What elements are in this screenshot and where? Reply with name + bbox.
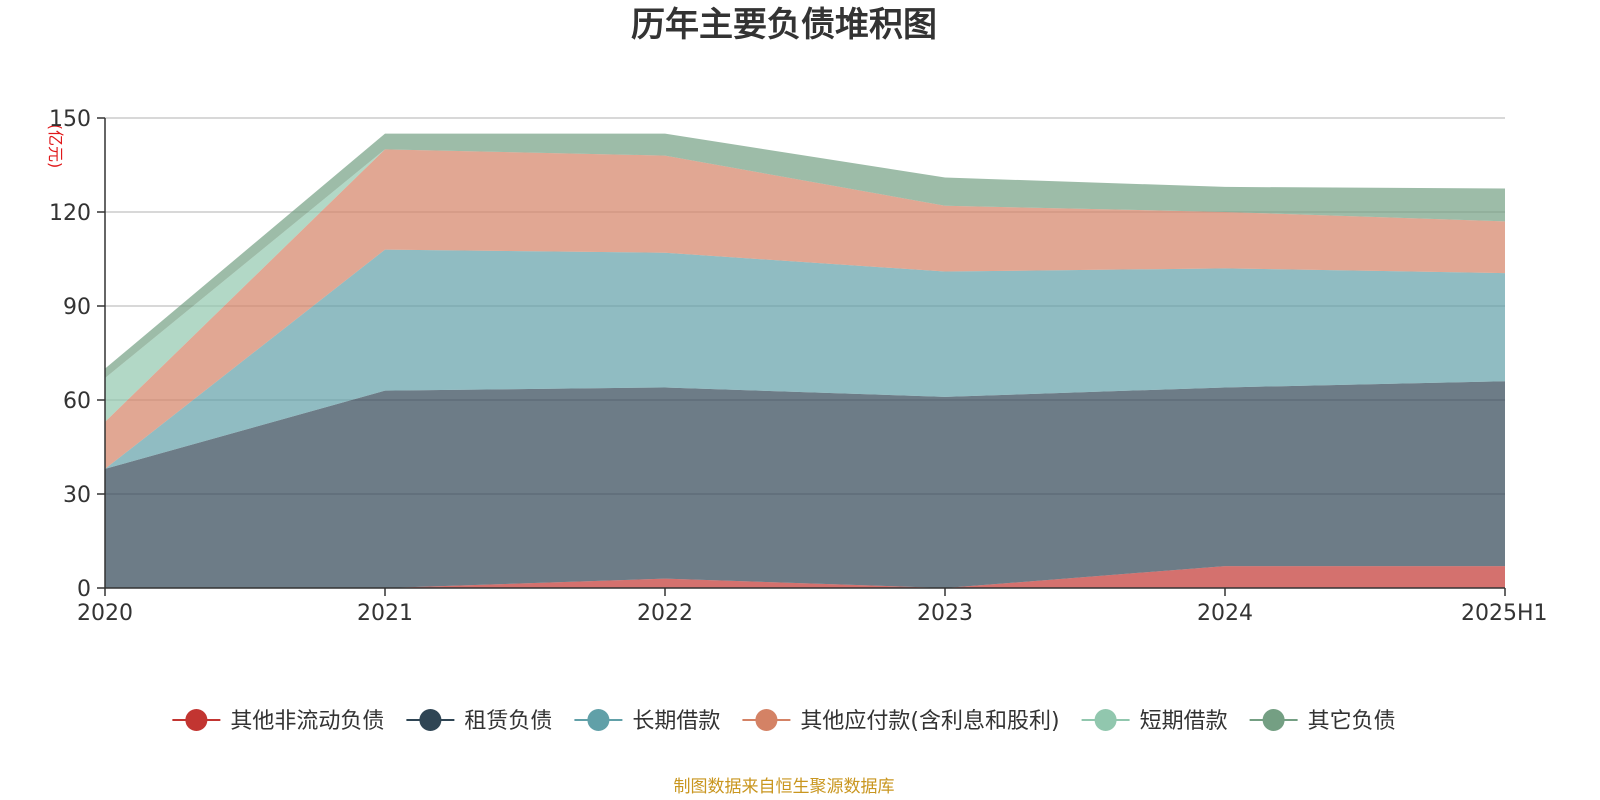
legend-circle-icon: [755, 709, 778, 731]
y-tick-label-5: 150: [49, 107, 91, 132]
legend-item-1[interactable]: 租赁负债: [406, 709, 552, 734]
legend-label: 租赁负债: [464, 709, 552, 734]
legend-circle-icon: [185, 709, 208, 731]
legend-item-2[interactable]: 长期借款: [574, 709, 720, 734]
x-tick-label-2: 2022: [637, 601, 693, 626]
y-tick-label-1: 30: [63, 483, 91, 508]
y-tick-labels: 0 30 60 90 120 150: [49, 107, 91, 602]
x-tick-label-3: 2023: [917, 601, 973, 626]
y-tick-label-2: 60: [63, 389, 91, 414]
area-series-group: [105, 133, 1505, 588]
x-tick-label-1: 2021: [357, 601, 413, 626]
source-note: 制图数据来自恒生聚源数据库: [674, 777, 895, 797]
legend-item-5[interactable]: 其它负债: [1249, 709, 1396, 734]
y-tick-label-3: 90: [63, 295, 91, 320]
legend-label: 其它负债: [1308, 709, 1396, 734]
x-tick-label-5: 2025H1: [1461, 601, 1548, 626]
legend-circle-icon: [419, 709, 442, 731]
area-series-1: [105, 381, 1505, 588]
legend-circle-icon: [587, 709, 610, 731]
legend-item-0[interactable]: 其他非流动负债: [172, 709, 384, 734]
area-series-5: [105, 133, 1505, 379]
y-tick-label-0: 0: [77, 577, 91, 602]
legend-circle-icon: [1094, 709, 1117, 731]
legend-item-3[interactable]: 其他应付款(含利息和股利): [742, 709, 1060, 734]
area-series-2: [105, 249, 1505, 469]
x-tick-label-4: 2024: [1197, 601, 1253, 626]
x-tick-label-0: 2020: [77, 601, 133, 626]
legend: 其他非流动负债 租赁负债 长期借款 其他应付款(含利息和股利) 短期借款 其它负债: [172, 709, 1396, 734]
legend-item-4[interactable]: 短期借款: [1081, 709, 1228, 734]
y-tick-label-4: 120: [49, 201, 91, 226]
area-series-3: [105, 149, 1505, 469]
chart-title: 历年主要负债堆积图: [631, 5, 937, 45]
legend-circle-icon: [1262, 709, 1285, 731]
x-tick-labels: 2020 2021 2022 2023 2024 2025H1: [77, 601, 1548, 626]
legend-label: 其他非流动负债: [230, 709, 384, 734]
legend-label: 长期借款: [632, 709, 720, 734]
legend-label: 短期借款: [1140, 709, 1228, 734]
legend-label: 其他应付款(含利息和股利): [800, 709, 1059, 734]
y-axis-unit-label: (亿元): [46, 124, 65, 169]
axes: [97, 117, 1506, 596]
